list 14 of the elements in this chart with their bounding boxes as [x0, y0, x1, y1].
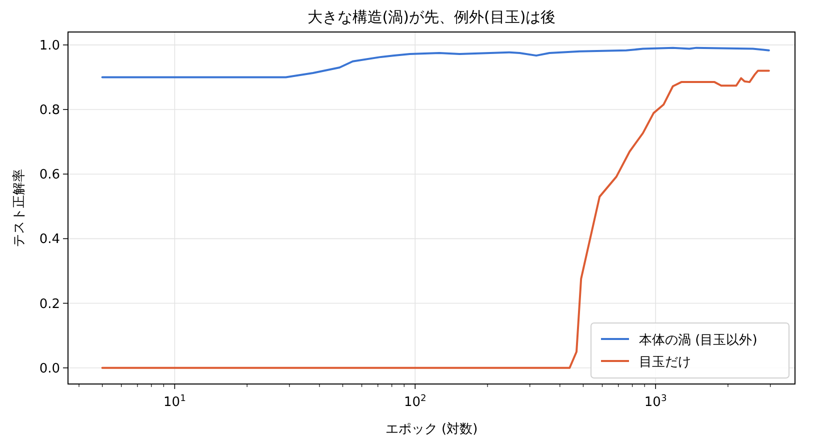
chart-title: 大きな構造(渦)が先、例外(目玉)は後 [307, 8, 556, 26]
x-axis-title: エポック (対数) [385, 421, 478, 437]
legend-label: 本体の渦 (目玉以外) [639, 333, 758, 348]
y-tick-label: 0.2 [39, 296, 60, 312]
x-tick-label: 10$^{1}$ [164, 394, 186, 410]
x-tick-label: 10$^{2}$ [404, 394, 426, 410]
x-tick-label: 10$^{3}$ [644, 394, 667, 410]
y-tick-label: 0.4 [39, 232, 60, 248]
y-axis-title: テスト正解率 [11, 169, 27, 247]
y-tick-label: 1.0 [39, 38, 60, 54]
y-tick-label: 0.8 [39, 103, 60, 118]
y-tick-label: 0.0 [39, 361, 60, 376]
legend-label: 目玉だけ [639, 355, 691, 370]
y-tick-label: 0.6 [39, 168, 60, 183]
